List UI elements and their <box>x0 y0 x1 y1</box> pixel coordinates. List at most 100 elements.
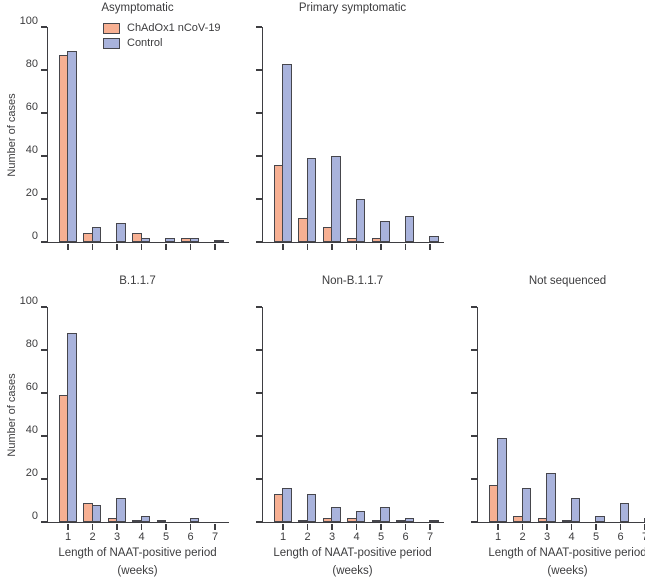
y-tick-60 <box>40 392 47 394</box>
plot-area: 1 2 3 4 5 6 7 <box>255 306 444 543</box>
y-tick-label-40: 40 <box>25 424 38 436</box>
bar-control-week-2 <box>306 158 316 242</box>
y-tick-label-100: 100 <box>19 295 38 307</box>
y-tick-80 <box>255 69 262 71</box>
x-tick-1 <box>497 523 499 530</box>
x-tick-label-6: 6 <box>402 531 409 543</box>
x-axis-title-line1: Length of NAAT-positive period <box>58 547 217 559</box>
bar-control-week-4 <box>570 498 580 522</box>
y-tick-100 <box>40 306 47 308</box>
x-tick-label-6: 6 <box>617 531 624 543</box>
x-tick-label-3: 3 <box>113 531 121 543</box>
x-tick-3 <box>331 523 333 530</box>
legend-swatch-chadox1 <box>103 22 120 34</box>
x-tick-3 <box>331 243 333 250</box>
bar-control-week-1 <box>497 438 507 522</box>
x-tick-label-4: 4 <box>138 531 145 543</box>
x-tick-5 <box>380 523 382 530</box>
x-axis-title-line2: (weeks) <box>547 564 588 577</box>
x-tick-2 <box>91 523 94 530</box>
x-tick-5 <box>380 243 382 250</box>
bar-control-week-3 <box>331 156 341 242</box>
bar-control-week-5 <box>380 506 390 522</box>
chart-panel-not-sequenced: Not sequenced 1 2 3 4 5 6 7 Length of NAAT-pos… <box>430 262 645 584</box>
bar-control-week-4 <box>140 237 150 242</box>
bar-control-week-7 <box>429 519 439 522</box>
legend-label-control: Control <box>127 37 163 49</box>
x-tick-4 <box>140 243 143 250</box>
y-tick-0 <box>255 241 262 243</box>
plot-area: Number of cases ChAdOx1 nCoV-19 Control … <box>6 15 229 250</box>
bar-control-week-3 <box>546 472 556 522</box>
x-tick-label-4: 4 <box>568 531 575 543</box>
y-tick-20 <box>40 198 47 200</box>
bar-control-week-4 <box>355 199 365 242</box>
y-tick-60 <box>255 392 262 394</box>
x-axis-title-line2: (weeks) <box>117 564 158 577</box>
bar-control-week-2 <box>91 504 101 522</box>
y-tick-80 <box>255 349 262 351</box>
bar-control-week-1 <box>282 63 292 242</box>
y-tick-40 <box>255 155 262 157</box>
x-tick-label-1: 1 <box>64 531 72 543</box>
y-tick-0 <box>40 521 47 523</box>
y-tick-0 <box>470 521 477 523</box>
bar-control-week-5 <box>380 220 390 242</box>
y-tick-80 <box>470 349 477 351</box>
bar-control-week-1 <box>67 332 77 522</box>
bar-control-week-5 <box>165 237 175 242</box>
x-tick-1 <box>282 523 284 530</box>
x-tick-label-1: 1 <box>494 531 502 543</box>
x-tick-label-1: 1 <box>279 531 287 543</box>
bar-control-week-4 <box>355 511 365 522</box>
y-tick-label-60: 60 <box>25 101 38 113</box>
panel-title: B.1.1.7 <box>119 275 156 287</box>
bar-control-week-6 <box>404 216 414 242</box>
legend-label-chadox1: ChAdOx1 nCoV-19 <box>127 22 221 34</box>
y-tick-60 <box>40 112 47 114</box>
x-tick-label-7: 7 <box>426 531 434 543</box>
x-tick-label-3: 3 <box>543 531 551 543</box>
plot-area: 1 2 3 4 5 6 7 <box>470 306 645 543</box>
plot-area: Number of cases 0 20 40 60 80 100 1 2 3 4 5 6 7 <box>6 295 229 543</box>
x-tick-2 <box>91 243 94 250</box>
bar-control-week-6 <box>619 502 629 522</box>
bar-chadox1-week-5 <box>156 519 166 522</box>
y-tick-label-0: 0 <box>31 230 38 242</box>
bar-control-week-2 <box>91 226 101 242</box>
y-tick-20 <box>255 198 262 200</box>
y-tick-60 <box>470 392 477 394</box>
x-tick-label-5: 5 <box>592 531 600 543</box>
x-tick-1 <box>67 243 69 250</box>
y-tick-80 <box>40 69 47 71</box>
x-tick-5 <box>595 523 597 530</box>
x-axis-title: Length of NAAT-positive period (weeks) <box>47 545 228 581</box>
x-tick-1 <box>67 523 69 530</box>
bar-control-week-4 <box>140 515 150 522</box>
y-tick-60 <box>255 112 262 114</box>
y-tick-40 <box>40 435 47 437</box>
x-tick-3 <box>546 523 548 530</box>
x-tick-2 <box>306 243 309 250</box>
x-axis-title-line2: (weeks) <box>332 564 373 577</box>
x-tick-label-7: 7 <box>642 531 645 543</box>
chart-panel-b117: B.1.1.7 Number of cases 0 20 40 60 80 100 1 2 3 4… <box>0 262 229 584</box>
panel-title: Primary symptomatic <box>298 2 407 14</box>
bar-control-week-3 <box>331 506 341 522</box>
x-tick-2 <box>306 523 309 530</box>
y-tick-label-20: 20 <box>25 467 38 479</box>
x-tick-3 <box>116 243 118 250</box>
bar-control-week-7 <box>429 235 439 242</box>
x-tick-label-5: 5 <box>377 531 385 543</box>
bar-control-week-2 <box>306 494 316 522</box>
x-tick-label-2: 2 <box>519 531 526 543</box>
panel-title: Not sequenced <box>528 275 607 287</box>
x-tick-5 <box>165 243 167 250</box>
y-tick-0 <box>255 521 262 523</box>
x-axis-title: Length of NAAT-positive period (weeks) <box>477 545 645 581</box>
x-tick-4 <box>355 243 358 250</box>
x-tick-4 <box>570 523 573 530</box>
x-tick-6 <box>404 243 407 250</box>
bar-control-week-6 <box>189 237 199 242</box>
bar-control-week-1 <box>282 487 292 522</box>
